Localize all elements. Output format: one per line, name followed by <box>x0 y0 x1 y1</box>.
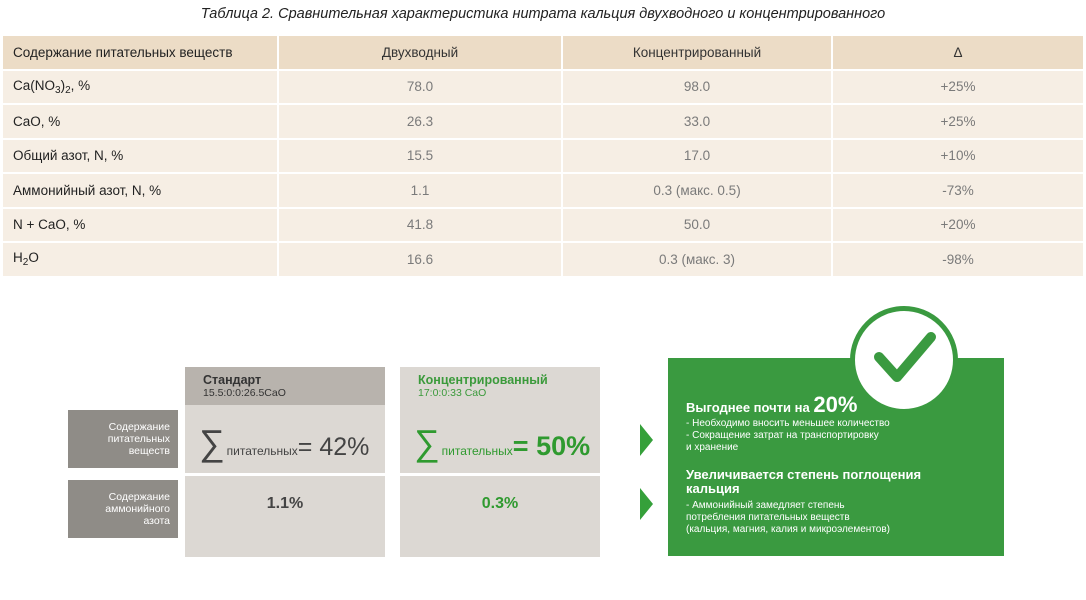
cell-concentrated: 98.0 <box>561 70 831 105</box>
divider <box>400 473 600 476</box>
benefit-bullets: - Необходимо вносить меньшее количество … <box>686 418 890 453</box>
cell-delta: +25% <box>831 70 1083 105</box>
arrow-right-icon <box>640 424 653 456</box>
sum-value: = 50% <box>512 431 591 461</box>
cell-delta: +25% <box>831 105 1083 140</box>
table-row: CaO, % 26.3 33.0 +25% <box>3 105 1083 140</box>
table-row: N + CaO, % 41.8 50.0 +20% <box>3 208 1083 243</box>
standard-header: Стандарт 15.5:0:0:26.5CaO <box>185 367 385 405</box>
cell-dihydrate: 41.8 <box>277 208 561 243</box>
cell-dihydrate: 1.1 <box>277 174 561 209</box>
concentrated-formula: 17:0:0:33 CaO <box>418 387 487 399</box>
sigma-icon: ∑ <box>414 422 440 463</box>
sum-subscript: питательных <box>441 444 513 458</box>
benefit-bullets-2: - Аммонийный замедляет степень потреблен… <box>686 500 890 535</box>
arrow-right-icon <box>640 488 653 520</box>
cell-concentrated: 50.0 <box>561 208 831 243</box>
cell-concentrated: 0.3 (макс. 0.5) <box>561 174 831 209</box>
sigma-icon: ∑ <box>199 422 225 463</box>
row-label: Общий азот, N, % <box>3 139 277 174</box>
cell-dihydrate: 26.3 <box>277 105 561 140</box>
standard-title: Стандарт <box>203 373 262 387</box>
standard-ammonium-value: 1.1% <box>266 495 304 512</box>
standard-sum: ∑ питательных = 42% <box>199 419 369 467</box>
checkmark-icon <box>850 306 958 414</box>
table-row: Аммонийный азот, N, % 1.1 0.3 (макс. 0.5… <box>3 174 1083 209</box>
row-label: N + CaO, % <box>3 208 277 243</box>
table-header-row: Содержание питательных веществ Двухводны… <box>3 36 1083 71</box>
sum-subscript: питательных <box>226 444 298 458</box>
table-caption: Таблица 2. Сравнительная характеристика … <box>200 6 886 22</box>
comparison-table: Содержание питательных веществ Двухводны… <box>3 36 1083 278</box>
concentrated-ammonium-value: 0.3% <box>481 495 519 512</box>
table-row: Ca(NO3)2, % 78.0 98.0 +25% <box>3 70 1083 105</box>
cell-concentrated: 17.0 <box>561 139 831 174</box>
label-ammonium: Содержание аммонийного азота <box>68 480 178 538</box>
sum-value: = 42% <box>297 433 370 461</box>
concentrated-title: Концентрированный <box>418 373 548 387</box>
cell-dihydrate: 16.6 <box>277 243 561 278</box>
checkmark-icon-svg <box>874 332 936 382</box>
table-row: H2O 16.6 0.3 (макс. 3) -98% <box>3 243 1083 278</box>
standard-formula: 15.5:0:0:26.5CaO <box>203 387 286 399</box>
divider <box>185 473 385 476</box>
standard-column: Стандарт 15.5:0:0:26.5CaO ∑ питательных … <box>185 367 385 557</box>
cell-delta: +10% <box>831 139 1083 174</box>
row-label: CaO, % <box>3 105 277 140</box>
cell-delta: -98% <box>831 243 1083 278</box>
row-label: H2O <box>3 243 277 278</box>
header-delta: Δ <box>831 36 1083 71</box>
cell-delta: +20% <box>831 208 1083 243</box>
cell-concentrated: 33.0 <box>561 105 831 140</box>
benefits-panel: Выгоднее почти на 20% - Необходимо вноси… <box>668 358 1004 556</box>
cell-dihydrate: 78.0 <box>277 70 561 105</box>
cell-delta: -73% <box>831 174 1083 209</box>
header-nutrients: Содержание питательных веществ <box>3 36 277 71</box>
row-label: Аммонийный азот, N, % <box>3 174 277 209</box>
infographic: Содержание питательных веществ Содержани… <box>0 300 1086 600</box>
cell-concentrated: 0.3 (макс. 3) <box>561 243 831 278</box>
concentrated-header: Концентрированный 17:0:0:33 CaO <box>400 367 600 405</box>
benefit-title-2: Увеличивается степень поглощения кальция <box>686 467 922 496</box>
table-row: Общий азот, N, % 15.5 17.0 +10% <box>3 139 1083 174</box>
header-dihydrate: Двухводный <box>277 36 561 71</box>
concentrated-column: Концентрированный 17:0:0:33 CaO ∑ питате… <box>400 367 600 557</box>
benefit-title: Выгоднее почти на 20% <box>686 392 858 417</box>
label-nutrients: Содержание питательных веществ <box>68 410 178 468</box>
concentrated-sum: ∑ питательных = 50% <box>414 419 590 467</box>
header-concentrated: Концентрированный <box>561 36 831 71</box>
row-label: Ca(NO3)2, % <box>3 70 277 105</box>
cell-dihydrate: 15.5 <box>277 139 561 174</box>
